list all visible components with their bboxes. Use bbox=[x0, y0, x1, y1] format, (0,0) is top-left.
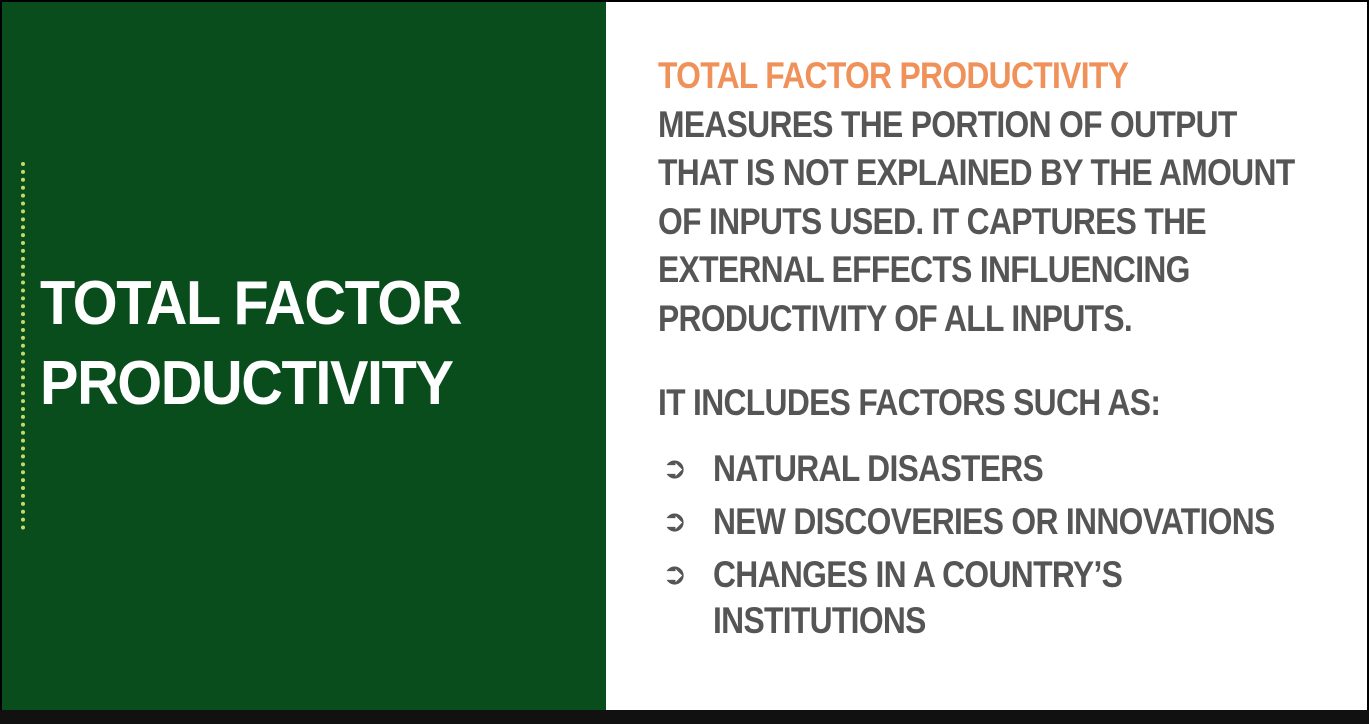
factor-text: NEW DISCOVERIES OR INNOVATIONS bbox=[713, 500, 1275, 542]
definition-line: THAT IS NOT EXPLAINED BY THE AMOUNT bbox=[658, 152, 1295, 193]
definition-term: TOTAL FACTOR PRODUCTIVITY bbox=[658, 55, 1129, 96]
factor-text: NATURAL DISASTERS bbox=[713, 447, 1044, 489]
list-item: ➲ NATURAL DISASTERS bbox=[658, 446, 1358, 492]
definition-block: TOTAL FACTOR PRODUCTIVITY MEASURES THE P… bbox=[658, 52, 1358, 343]
dotted-divider bbox=[21, 162, 25, 530]
slide-title-line-2: PRODUCTIVITY bbox=[40, 349, 454, 418]
definition-line: MEASURES THE PORTION OF OUTPUT bbox=[658, 103, 1237, 145]
factors-heading: IT INCLUDES FACTORS SUCH AS: bbox=[658, 382, 1161, 423]
list-item: ➲ CHANGES IN A COUNTRY’S INSTITUTIONS bbox=[658, 552, 1358, 644]
bottom-bar bbox=[0, 710, 1369, 724]
slide-title-line-1: TOTAL FACTOR bbox=[40, 269, 462, 338]
arrow-bullet-icon: ➲ bbox=[662, 450, 687, 486]
factors-list: ➲ NATURAL DISASTERS ➲ NEW DISCOVERIES OR… bbox=[658, 446, 1358, 644]
definition-line: OF INPUTS USED. IT CAPTURES THE bbox=[658, 200, 1207, 242]
content-panel: TOTAL FACTOR PRODUCTIVITY MEASURES THE P… bbox=[606, 2, 1367, 710]
factor-text-continued: INSTITUTIONS bbox=[713, 599, 926, 641]
slide-title: TOTAL FACTOR PRODUCTIVITY bbox=[40, 264, 561, 424]
arrow-bullet-icon: ➲ bbox=[662, 503, 687, 539]
title-panel: TOTAL FACTOR PRODUCTIVITY bbox=[2, 2, 606, 710]
content-text: TOTAL FACTOR PRODUCTIVITY MEASURES THE P… bbox=[658, 52, 1358, 651]
arrow-bullet-icon: ➲ bbox=[662, 556, 687, 592]
factor-text: CHANGES IN A COUNTRY’S bbox=[713, 553, 1123, 595]
definition-line: EXTERNAL EFFECTS INFLUENCING bbox=[658, 249, 1190, 290]
definition-line: PRODUCTIVITY OF ALL INPUTS. bbox=[658, 297, 1133, 339]
list-item: ➲ NEW DISCOVERIES OR INNOVATIONS bbox=[658, 499, 1358, 545]
